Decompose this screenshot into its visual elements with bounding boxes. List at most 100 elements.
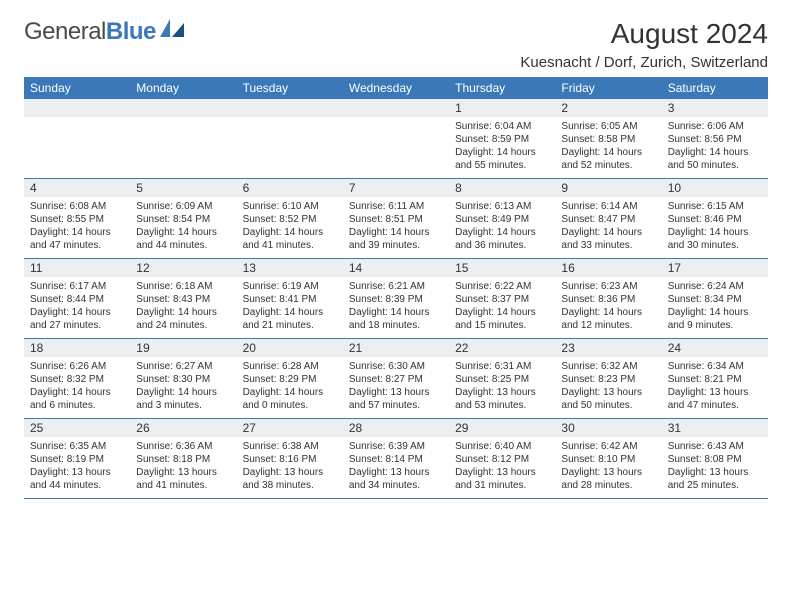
day-info: Sunrise: 6:24 AMSunset: 8:34 PMDaylight:… — [668, 280, 762, 332]
daylight-line: Daylight: 13 hours and 50 minutes. — [561, 386, 655, 412]
day-info-cell: Sunrise: 6:04 AMSunset: 8:59 PMDaylight:… — [449, 117, 555, 179]
sunset-line: Sunset: 8:29 PM — [243, 373, 337, 386]
day-info: Sunrise: 6:27 AMSunset: 8:30 PMDaylight:… — [136, 360, 230, 412]
day-info: Sunrise: 6:08 AMSunset: 8:55 PMDaylight:… — [30, 200, 124, 252]
day-number-cell: 2 — [555, 99, 661, 117]
day-number-cell: 16 — [555, 259, 661, 278]
month-title: August 2024 — [520, 18, 768, 50]
sunrise-line: Sunrise: 6:17 AM — [30, 280, 124, 293]
daylight-line: Daylight: 13 hours and 41 minutes. — [136, 466, 230, 492]
week-info-row: Sunrise: 6:08 AMSunset: 8:55 PMDaylight:… — [24, 197, 768, 259]
sunrise-line: Sunrise: 6:38 AM — [243, 440, 337, 453]
day-number-cell: 25 — [24, 419, 130, 438]
daylight-line: Daylight: 14 hours and 24 minutes. — [136, 306, 230, 332]
sunset-line: Sunset: 8:19 PM — [30, 453, 124, 466]
day-info-cell: Sunrise: 6:17 AMSunset: 8:44 PMDaylight:… — [24, 277, 130, 339]
day-info: Sunrise: 6:13 AMSunset: 8:49 PMDaylight:… — [455, 200, 549, 252]
daylight-line: Daylight: 13 hours and 53 minutes. — [455, 386, 549, 412]
week-number-row: 123 — [24, 99, 768, 117]
day-header: Wednesday — [343, 77, 449, 99]
sunrise-line: Sunrise: 6:42 AM — [561, 440, 655, 453]
daylight-line: Daylight: 14 hours and 0 minutes. — [243, 386, 337, 412]
day-number-cell: 11 — [24, 259, 130, 278]
sunrise-line: Sunrise: 6:04 AM — [455, 120, 549, 133]
sunrise-line: Sunrise: 6:23 AM — [561, 280, 655, 293]
day-number-cell: 31 — [662, 419, 768, 438]
day-info-cell: Sunrise: 6:19 AMSunset: 8:41 PMDaylight:… — [237, 277, 343, 339]
day-info-cell — [237, 117, 343, 179]
day-info: Sunrise: 6:42 AMSunset: 8:10 PMDaylight:… — [561, 440, 655, 492]
day-info-cell: Sunrise: 6:28 AMSunset: 8:29 PMDaylight:… — [237, 357, 343, 419]
day-info-cell: Sunrise: 6:34 AMSunset: 8:21 PMDaylight:… — [662, 357, 768, 419]
day-number-cell: 12 — [130, 259, 236, 278]
day-number-cell: 18 — [24, 339, 130, 358]
sunrise-line: Sunrise: 6:32 AM — [561, 360, 655, 373]
day-number-cell: 15 — [449, 259, 555, 278]
sunset-line: Sunset: 8:08 PM — [668, 453, 762, 466]
day-info-cell: Sunrise: 6:35 AMSunset: 8:19 PMDaylight:… — [24, 437, 130, 499]
day-info-cell: Sunrise: 6:31 AMSunset: 8:25 PMDaylight:… — [449, 357, 555, 419]
sunrise-line: Sunrise: 6:24 AM — [668, 280, 762, 293]
sunset-line: Sunset: 8:30 PM — [136, 373, 230, 386]
sunrise-line: Sunrise: 6:26 AM — [30, 360, 124, 373]
day-info-cell: Sunrise: 6:32 AMSunset: 8:23 PMDaylight:… — [555, 357, 661, 419]
day-header: Saturday — [662, 77, 768, 99]
sunrise-line: Sunrise: 6:31 AM — [455, 360, 549, 373]
sunset-line: Sunset: 8:41 PM — [243, 293, 337, 306]
logo-text-blue: Blue — [106, 18, 156, 46]
daylight-line: Daylight: 13 hours and 31 minutes. — [455, 466, 549, 492]
daylight-line: Daylight: 14 hours and 3 minutes. — [136, 386, 230, 412]
daylight-line: Daylight: 14 hours and 44 minutes. — [136, 226, 230, 252]
sunrise-line: Sunrise: 6:10 AM — [243, 200, 337, 213]
sunset-line: Sunset: 8:39 PM — [349, 293, 443, 306]
calendar-table: SundayMondayTuesdayWednesdayThursdayFrid… — [24, 77, 768, 499]
day-number-cell: 30 — [555, 419, 661, 438]
sunset-line: Sunset: 8:51 PM — [349, 213, 443, 226]
sunrise-line: Sunrise: 6:34 AM — [668, 360, 762, 373]
sunrise-line: Sunrise: 6:27 AM — [136, 360, 230, 373]
sunrise-line: Sunrise: 6:08 AM — [30, 200, 124, 213]
day-number-cell: 1 — [449, 99, 555, 117]
sunrise-line: Sunrise: 6:39 AM — [349, 440, 443, 453]
sunrise-line: Sunrise: 6:30 AM — [349, 360, 443, 373]
sunrise-line: Sunrise: 6:05 AM — [561, 120, 655, 133]
daylight-line: Daylight: 14 hours and 41 minutes. — [243, 226, 337, 252]
sunset-line: Sunset: 8:55 PM — [30, 213, 124, 226]
day-number-cell: 13 — [237, 259, 343, 278]
day-number-cell: 7 — [343, 179, 449, 198]
sunset-line: Sunset: 8:37 PM — [455, 293, 549, 306]
location-text: Kuesnacht / Dorf, Zurich, Switzerland — [520, 54, 768, 71]
daylight-line: Daylight: 14 hours and 18 minutes. — [349, 306, 443, 332]
day-info: Sunrise: 6:15 AMSunset: 8:46 PMDaylight:… — [668, 200, 762, 252]
day-info: Sunrise: 6:04 AMSunset: 8:59 PMDaylight:… — [455, 120, 549, 172]
day-number-cell: 5 — [130, 179, 236, 198]
day-number-cell: 9 — [555, 179, 661, 198]
day-info-cell: Sunrise: 6:40 AMSunset: 8:12 PMDaylight:… — [449, 437, 555, 499]
day-info-cell: Sunrise: 6:23 AMSunset: 8:36 PMDaylight:… — [555, 277, 661, 339]
daylight-line: Daylight: 14 hours and 36 minutes. — [455, 226, 549, 252]
day-info: Sunrise: 6:35 AMSunset: 8:19 PMDaylight:… — [30, 440, 124, 492]
day-number-cell: 14 — [343, 259, 449, 278]
day-number-cell: 23 — [555, 339, 661, 358]
day-info-cell: Sunrise: 6:13 AMSunset: 8:49 PMDaylight:… — [449, 197, 555, 259]
sunset-line: Sunset: 8:25 PM — [455, 373, 549, 386]
sunrise-line: Sunrise: 6:36 AM — [136, 440, 230, 453]
sunset-line: Sunset: 8:52 PM — [243, 213, 337, 226]
calendar-tbody: 123Sunrise: 6:04 AMSunset: 8:59 PMDaylig… — [24, 99, 768, 499]
sunset-line: Sunset: 8:36 PM — [561, 293, 655, 306]
daylight-line: Daylight: 14 hours and 47 minutes. — [30, 226, 124, 252]
day-info: Sunrise: 6:14 AMSunset: 8:47 PMDaylight:… — [561, 200, 655, 252]
daylight-line: Daylight: 14 hours and 50 minutes. — [668, 146, 762, 172]
daylight-line: Daylight: 13 hours and 57 minutes. — [349, 386, 443, 412]
day-info: Sunrise: 6:23 AMSunset: 8:36 PMDaylight:… — [561, 280, 655, 332]
daylight-line: Daylight: 14 hours and 27 minutes. — [30, 306, 124, 332]
day-info-cell: Sunrise: 6:36 AMSunset: 8:18 PMDaylight:… — [130, 437, 236, 499]
sunset-line: Sunset: 8:43 PM — [136, 293, 230, 306]
day-info: Sunrise: 6:26 AMSunset: 8:32 PMDaylight:… — [30, 360, 124, 412]
day-info: Sunrise: 6:40 AMSunset: 8:12 PMDaylight:… — [455, 440, 549, 492]
day-info: Sunrise: 6:11 AMSunset: 8:51 PMDaylight:… — [349, 200, 443, 252]
day-number-cell: 29 — [449, 419, 555, 438]
week-number-row: 11121314151617 — [24, 259, 768, 278]
day-number-cell: 4 — [24, 179, 130, 198]
sunset-line: Sunset: 8:34 PM — [668, 293, 762, 306]
